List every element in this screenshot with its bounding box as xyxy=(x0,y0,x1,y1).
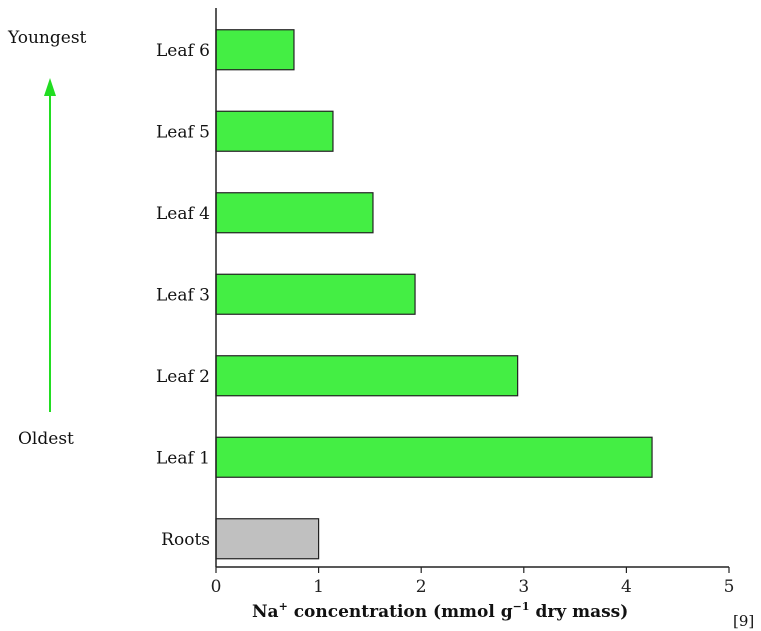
category-label-leaf-4: Leaf 4 xyxy=(156,204,210,224)
age-arrow-head-icon xyxy=(44,78,56,96)
reference-label: [9] xyxy=(733,612,754,630)
bar-leaf-6 xyxy=(215,29,295,71)
youngest-label: Youngest xyxy=(7,28,87,48)
category-label-leaf-1: Leaf 1 xyxy=(156,448,210,468)
bar-leaf-5 xyxy=(215,110,334,152)
x-axis-label-mid: concentration (mmol g xyxy=(288,602,513,622)
x-tick-label-5: 5 xyxy=(724,577,735,597)
category-label-roots: Roots xyxy=(161,530,210,550)
category-label-leaf-3: Leaf 3 xyxy=(156,285,210,305)
x-tick-label-1: 1 xyxy=(313,577,324,597)
bar-leaf-1 xyxy=(215,436,653,478)
category-labels: Leaf 6 Leaf 5 Leaf 4 Leaf 3 Leaf 2 Leaf 1 Root… xyxy=(156,41,210,550)
bars-group xyxy=(215,29,653,560)
category-label-leaf-2: Leaf 2 xyxy=(156,367,210,387)
bar-roots xyxy=(215,518,320,560)
bar-leaf-2 xyxy=(215,355,519,397)
x-axis-label-sup2: −1 xyxy=(513,600,530,613)
x-axis-label: Na+ concentration (mmol g−1 dry mass) xyxy=(252,600,628,622)
oldest-label: Oldest xyxy=(18,429,74,449)
x-ticks: 0 1 2 3 4 5 xyxy=(211,567,735,597)
x-axis-label-end: dry mass) xyxy=(530,602,629,622)
category-label-leaf-6: Leaf 6 xyxy=(156,41,210,61)
bar-leaf-4 xyxy=(215,192,374,234)
x-axis-label-na: Na xyxy=(252,602,279,622)
x-tick-label-3: 3 xyxy=(518,577,529,597)
x-tick-label-4: 4 xyxy=(621,577,632,597)
x-axis-label-sup: + xyxy=(279,600,288,613)
bar-leaf-3 xyxy=(215,273,416,315)
x-tick-label-0: 0 xyxy=(211,577,222,597)
x-tick-label-2: 2 xyxy=(416,577,427,597)
category-label-leaf-5: Leaf 5 xyxy=(156,122,210,142)
